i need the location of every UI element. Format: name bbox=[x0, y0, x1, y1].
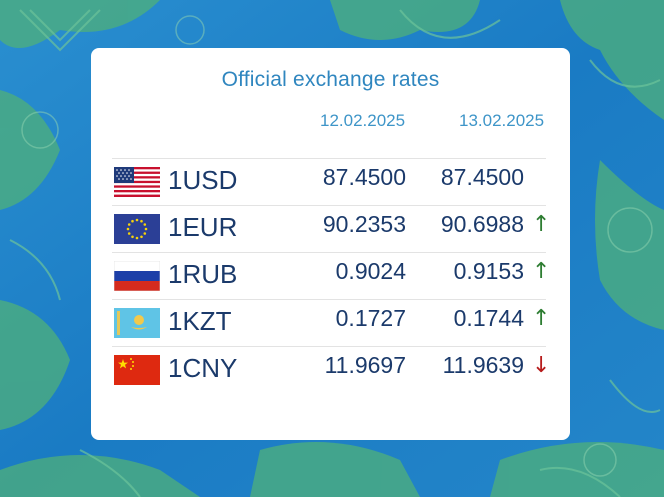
date-column-previous: 12.02.2025 bbox=[320, 111, 406, 130]
china-flag-icon bbox=[114, 355, 160, 385]
rate-current: 0.9153 bbox=[453, 258, 524, 284]
currency-code: 1USD bbox=[168, 165, 238, 195]
currency-code: 1KZT bbox=[168, 306, 232, 336]
eu-flag-icon bbox=[114, 214, 160, 244]
rate-row-usd: 1USD 87.4500 87.4500 bbox=[112, 158, 546, 206]
exchange-rates-card: Official exchange rates 12.02.2025 13.02… bbox=[91, 48, 570, 440]
rate-previous: 0.9024 bbox=[335, 258, 406, 284]
currency-code: 1CNY bbox=[168, 353, 238, 383]
arrow-up-icon: ↑ bbox=[532, 259, 551, 284]
rate-current: 87.4500 bbox=[440, 164, 524, 190]
kazakhstan-flag-icon bbox=[114, 308, 160, 338]
arrow-up-icon: ↑ bbox=[532, 306, 551, 331]
russia-flag-icon bbox=[114, 261, 160, 291]
arrow-down-icon: ↓ bbox=[532, 353, 551, 378]
rate-current: 11.9639 bbox=[442, 352, 524, 378]
currency-code: 1EUR bbox=[168, 212, 238, 242]
arrow-up-icon: ↑ bbox=[532, 212, 551, 237]
currency-code: 1RUB bbox=[168, 259, 238, 289]
rate-previous: 87.4500 bbox=[322, 164, 406, 190]
rate-previous: 11.9697 bbox=[324, 352, 406, 378]
rate-current: 0.1744 bbox=[453, 305, 524, 331]
date-column-current: 13.02.2025 bbox=[459, 111, 545, 130]
rate-previous: 90.2353 bbox=[322, 211, 406, 237]
rate-row-eur: 1EUR 90.2353 90.6988 ↑ bbox=[112, 205, 550, 253]
rate-row-cny: 1CNY 11.9697 11.9639 ↓ bbox=[112, 346, 550, 394]
usa-flag-icon bbox=[114, 167, 160, 197]
rate-current: 90.6988 bbox=[440, 211, 524, 237]
rate-row-rub: 1RUB 0.9024 0.9153 ↑ bbox=[112, 252, 550, 300]
card-title: Official exchange rates bbox=[221, 68, 440, 91]
rate-row-kzt: 1KZT 0.1727 0.1744 ↑ bbox=[112, 299, 550, 347]
rate-previous: 0.1727 bbox=[335, 305, 406, 331]
